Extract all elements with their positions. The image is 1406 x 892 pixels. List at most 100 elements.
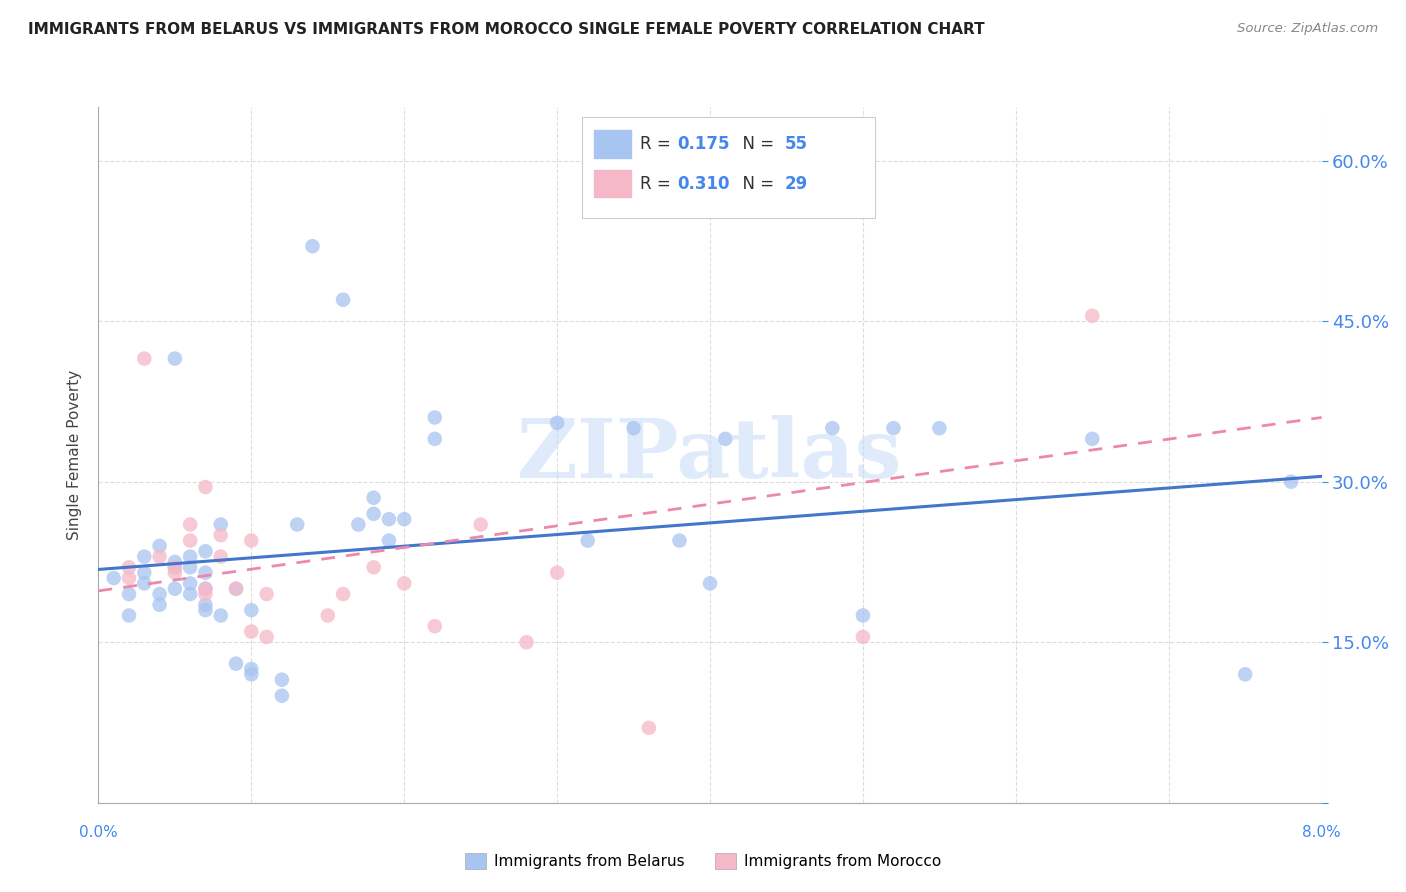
Point — [852, 608, 875, 623]
Point — [134, 351, 156, 366]
Point — [270, 673, 294, 687]
Text: 8.0%: 8.0% — [1302, 825, 1341, 840]
Point — [209, 608, 232, 623]
Point — [928, 421, 950, 435]
Point — [134, 576, 156, 591]
Point — [209, 549, 232, 564]
Point — [423, 432, 446, 446]
Point — [209, 528, 232, 542]
Point — [316, 608, 339, 623]
Point — [134, 549, 156, 564]
Point — [118, 560, 141, 574]
Point — [363, 560, 385, 574]
Point — [714, 432, 737, 446]
Point — [1081, 309, 1104, 323]
Point — [378, 533, 401, 548]
Point — [240, 533, 263, 548]
Point — [1234, 667, 1257, 681]
Text: 0.310: 0.310 — [678, 175, 730, 193]
Point — [194, 544, 217, 558]
Point — [256, 630, 278, 644]
Point — [103, 571, 125, 585]
Text: R =: R = — [640, 175, 676, 193]
Point — [118, 571, 141, 585]
Point — [699, 576, 721, 591]
Point — [225, 582, 247, 596]
Point — [163, 560, 186, 574]
Text: N =: N = — [733, 135, 779, 153]
Point — [883, 421, 905, 435]
Point — [118, 587, 141, 601]
Point — [623, 421, 645, 435]
Point — [470, 517, 492, 532]
Point — [163, 582, 186, 596]
Point — [149, 587, 172, 601]
Point — [209, 517, 232, 532]
Point — [546, 566, 568, 580]
FancyBboxPatch shape — [582, 118, 875, 219]
Point — [363, 507, 385, 521]
Point — [118, 608, 141, 623]
Text: IMMIGRANTS FROM BELARUS VS IMMIGRANTS FROM MOROCCO SINGLE FEMALE POVERTY CORRELA: IMMIGRANTS FROM BELARUS VS IMMIGRANTS FR… — [28, 22, 984, 37]
Text: N =: N = — [733, 175, 779, 193]
Point — [270, 689, 294, 703]
Point — [347, 517, 370, 532]
Point — [179, 517, 201, 532]
Point — [392, 512, 416, 526]
Legend: Immigrants from Belarus, Immigrants from Morocco: Immigrants from Belarus, Immigrants from… — [458, 847, 948, 875]
Point — [240, 603, 263, 617]
Point — [149, 598, 172, 612]
Text: ZIPatlas: ZIPatlas — [517, 415, 903, 495]
Point — [179, 549, 201, 564]
Point — [423, 410, 446, 425]
Point — [194, 598, 217, 612]
Point — [194, 603, 217, 617]
Point — [194, 582, 217, 596]
Point — [852, 630, 875, 644]
Bar — [593, 130, 630, 158]
Point — [301, 239, 323, 253]
Point — [332, 587, 354, 601]
Point — [163, 351, 186, 366]
Point — [194, 480, 217, 494]
Bar — [593, 169, 630, 197]
Y-axis label: Single Female Poverty: Single Female Poverty — [67, 370, 83, 540]
Text: 0.0%: 0.0% — [79, 825, 118, 840]
Point — [637, 721, 661, 735]
Point — [179, 560, 201, 574]
Point — [163, 560, 186, 574]
Point — [240, 667, 263, 681]
Point — [194, 587, 217, 601]
Text: 55: 55 — [785, 135, 807, 153]
Point — [179, 576, 201, 591]
Point — [179, 587, 201, 601]
Point — [821, 421, 844, 435]
Point — [668, 533, 690, 548]
Point — [423, 619, 446, 633]
Point — [285, 517, 308, 532]
Point — [194, 582, 217, 596]
Point — [378, 512, 401, 526]
Point — [240, 624, 263, 639]
Point — [332, 293, 354, 307]
Point — [194, 566, 217, 580]
Point — [516, 635, 538, 649]
Point — [392, 576, 416, 591]
Point — [225, 657, 247, 671]
Point — [1081, 432, 1104, 446]
Point — [179, 533, 201, 548]
Point — [576, 533, 599, 548]
Point — [225, 582, 247, 596]
Text: R =: R = — [640, 135, 676, 153]
Point — [363, 491, 385, 505]
Point — [149, 549, 172, 564]
Point — [163, 566, 186, 580]
Text: 0.175: 0.175 — [678, 135, 730, 153]
Point — [256, 587, 278, 601]
Point — [163, 555, 186, 569]
Point — [1279, 475, 1302, 489]
Point — [134, 566, 156, 580]
Point — [546, 416, 568, 430]
Point — [240, 662, 263, 676]
Text: Source: ZipAtlas.com: Source: ZipAtlas.com — [1237, 22, 1378, 36]
